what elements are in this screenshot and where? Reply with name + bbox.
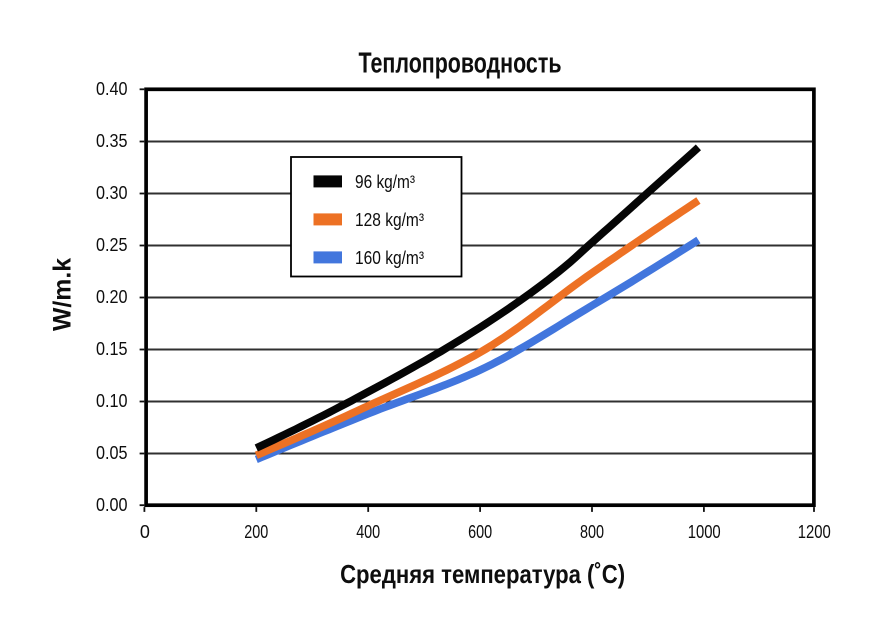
svg-text:0: 0 (140, 522, 150, 542)
svg-text:200: 200 (244, 522, 268, 542)
svg-text:0.00: 0.00 (96, 495, 128, 515)
svg-text:800: 800 (580, 522, 604, 542)
svg-text:W/m.k: W/m.k (49, 258, 77, 331)
svg-text:1000: 1000 (688, 522, 721, 542)
svg-text:128 kg/m³: 128 kg/m³ (355, 210, 424, 230)
svg-text:160 kg/m³: 160 kg/m³ (355, 248, 424, 268)
svg-text:0.20: 0.20 (96, 287, 128, 307)
svg-text:0.35: 0.35 (96, 131, 128, 151)
svg-text:0.25: 0.25 (96, 235, 128, 255)
svg-text:1200: 1200 (798, 522, 831, 542)
svg-text:Теплопроводность: Теплопроводность (359, 47, 562, 79)
svg-text:Средняя температура (˚C): Средняя температура (˚C) (340, 559, 625, 589)
svg-text:0.30: 0.30 (96, 183, 128, 203)
svg-text:0.10: 0.10 (96, 391, 128, 411)
svg-text:96 kg/m³: 96 kg/m³ (355, 172, 415, 192)
svg-text:0.15: 0.15 (96, 339, 128, 359)
svg-text:600: 600 (468, 522, 492, 542)
svg-text:400: 400 (356, 522, 380, 542)
svg-text:0.05: 0.05 (96, 443, 128, 463)
svg-text:0.40: 0.40 (96, 79, 128, 99)
